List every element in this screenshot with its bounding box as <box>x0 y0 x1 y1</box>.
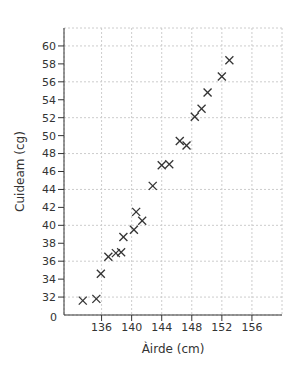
svg-text:144: 144 <box>151 321 172 334</box>
svg-text:36: 36 <box>42 255 56 268</box>
svg-text:44: 44 <box>42 183 56 196</box>
svg-text:Cuideam (cg): Cuideam (cg) <box>13 131 27 212</box>
svg-text:60: 60 <box>42 40 56 53</box>
svg-text:52: 52 <box>42 112 56 125</box>
svg-text:40: 40 <box>42 219 56 232</box>
svg-text:46: 46 <box>42 165 56 178</box>
svg-text:Àirde (cm): Àirde (cm) <box>142 341 205 356</box>
svg-text:32: 32 <box>42 291 56 304</box>
svg-text:50: 50 <box>42 130 56 143</box>
svg-text:136: 136 <box>91 321 112 334</box>
svg-text:56: 56 <box>42 76 56 89</box>
html-text:0: 0 <box>50 311 57 324</box>
svg-text:38: 38 <box>42 237 56 250</box>
svg-text:34: 34 <box>42 273 56 286</box>
svg-text:48: 48 <box>42 147 56 160</box>
svg-text:42: 42 <box>42 201 56 214</box>
svg-text:152: 152 <box>211 321 232 334</box>
svg-text:58: 58 <box>42 58 56 71</box>
svg-text:140: 140 <box>121 321 142 334</box>
svg-text:156: 156 <box>241 321 262 334</box>
svg-text:148: 148 <box>181 321 202 334</box>
svg-text:54: 54 <box>42 94 56 107</box>
